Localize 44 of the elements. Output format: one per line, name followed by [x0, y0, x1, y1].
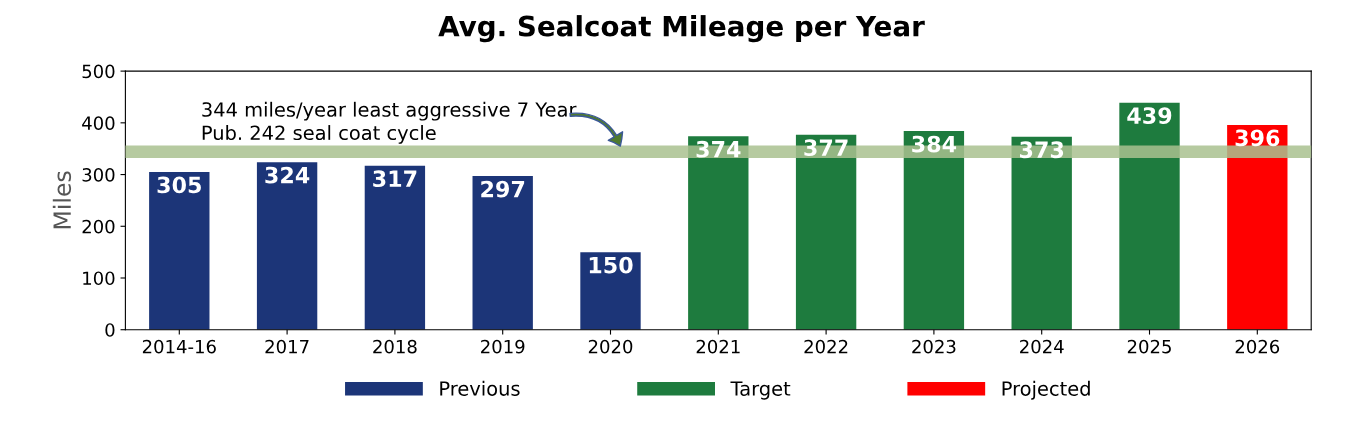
y-axis-title: Miles	[52, 171, 72, 229]
data-label: 374	[696, 140, 741, 158]
data-label: 384	[912, 135, 957, 153]
y-tick-label: 0	[105, 323, 115, 337]
bar	[149, 171, 210, 330]
bar	[580, 252, 641, 330]
data-label: 305	[157, 176, 201, 194]
bar	[1011, 136, 1072, 330]
data-label: 439	[1127, 107, 1172, 124]
data-label: 317	[373, 170, 417, 188]
legend-label: Projected	[1002, 380, 1090, 400]
x-tick-label: 2021	[696, 339, 740, 354]
bar	[1119, 102, 1180, 330]
data-label: 396	[1235, 129, 1280, 147]
x-tick-label: 2024	[1020, 339, 1064, 354]
y-tick-label: 500	[82, 64, 115, 79]
x-tick-label: 2025	[1127, 339, 1171, 354]
bar	[1227, 124, 1288, 330]
x-tick-label: 2014-16	[142, 339, 216, 354]
bar	[472, 176, 533, 330]
x-tick-label: 2019	[481, 339, 525, 354]
bar	[364, 165, 426, 330]
y-tick-label: 300	[82, 168, 115, 182]
y-tick-label: 200	[82, 219, 115, 234]
x-tick-label: 2018	[373, 339, 417, 354]
data-label: 324	[265, 166, 310, 184]
bar	[795, 134, 857, 330]
data-label: 150	[589, 256, 633, 274]
bar	[256, 162, 318, 330]
x-tick-label: 2017	[265, 339, 309, 354]
data-label: 297	[481, 180, 525, 198]
legend-label: Target	[730, 381, 791, 400]
legend-label: Previous	[440, 380, 520, 396]
y-tick-label: 400	[82, 116, 115, 130]
data-label: 373	[1020, 141, 1064, 159]
x-tick-label: 2023	[912, 339, 956, 354]
bar	[903, 131, 965, 330]
x-tick-label: 2020	[588, 339, 633, 354]
chart-title: Avg. Sealcoat Mileage per Year	[438, 15, 925, 43]
ref-line-label: 344 miles/year least aggressive 7 Year Pub. 242 seal coat cycle	[202, 101, 577, 144]
bar	[688, 136, 749, 330]
x-tick-label: 2026	[1235, 339, 1280, 354]
x-tick-label: 2022	[804, 339, 848, 354]
y-tick-label: 100	[83, 271, 115, 286]
